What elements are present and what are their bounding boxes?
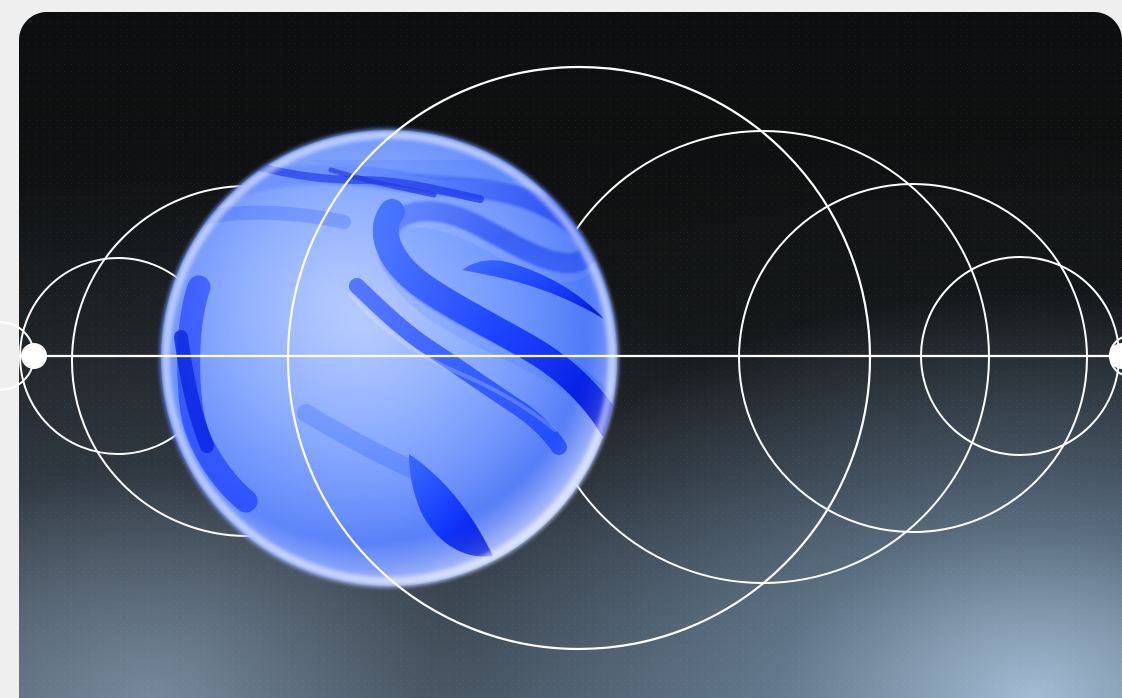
left-axis-node [21,343,47,369]
right-axis-node [1109,343,1122,369]
axis-end-nodes [21,343,1122,369]
front-orbit-lines [34,65,1122,651]
right-medium-circle [738,183,1088,533]
large-front-circle [286,65,872,651]
blue-marble-orb [160,129,618,587]
